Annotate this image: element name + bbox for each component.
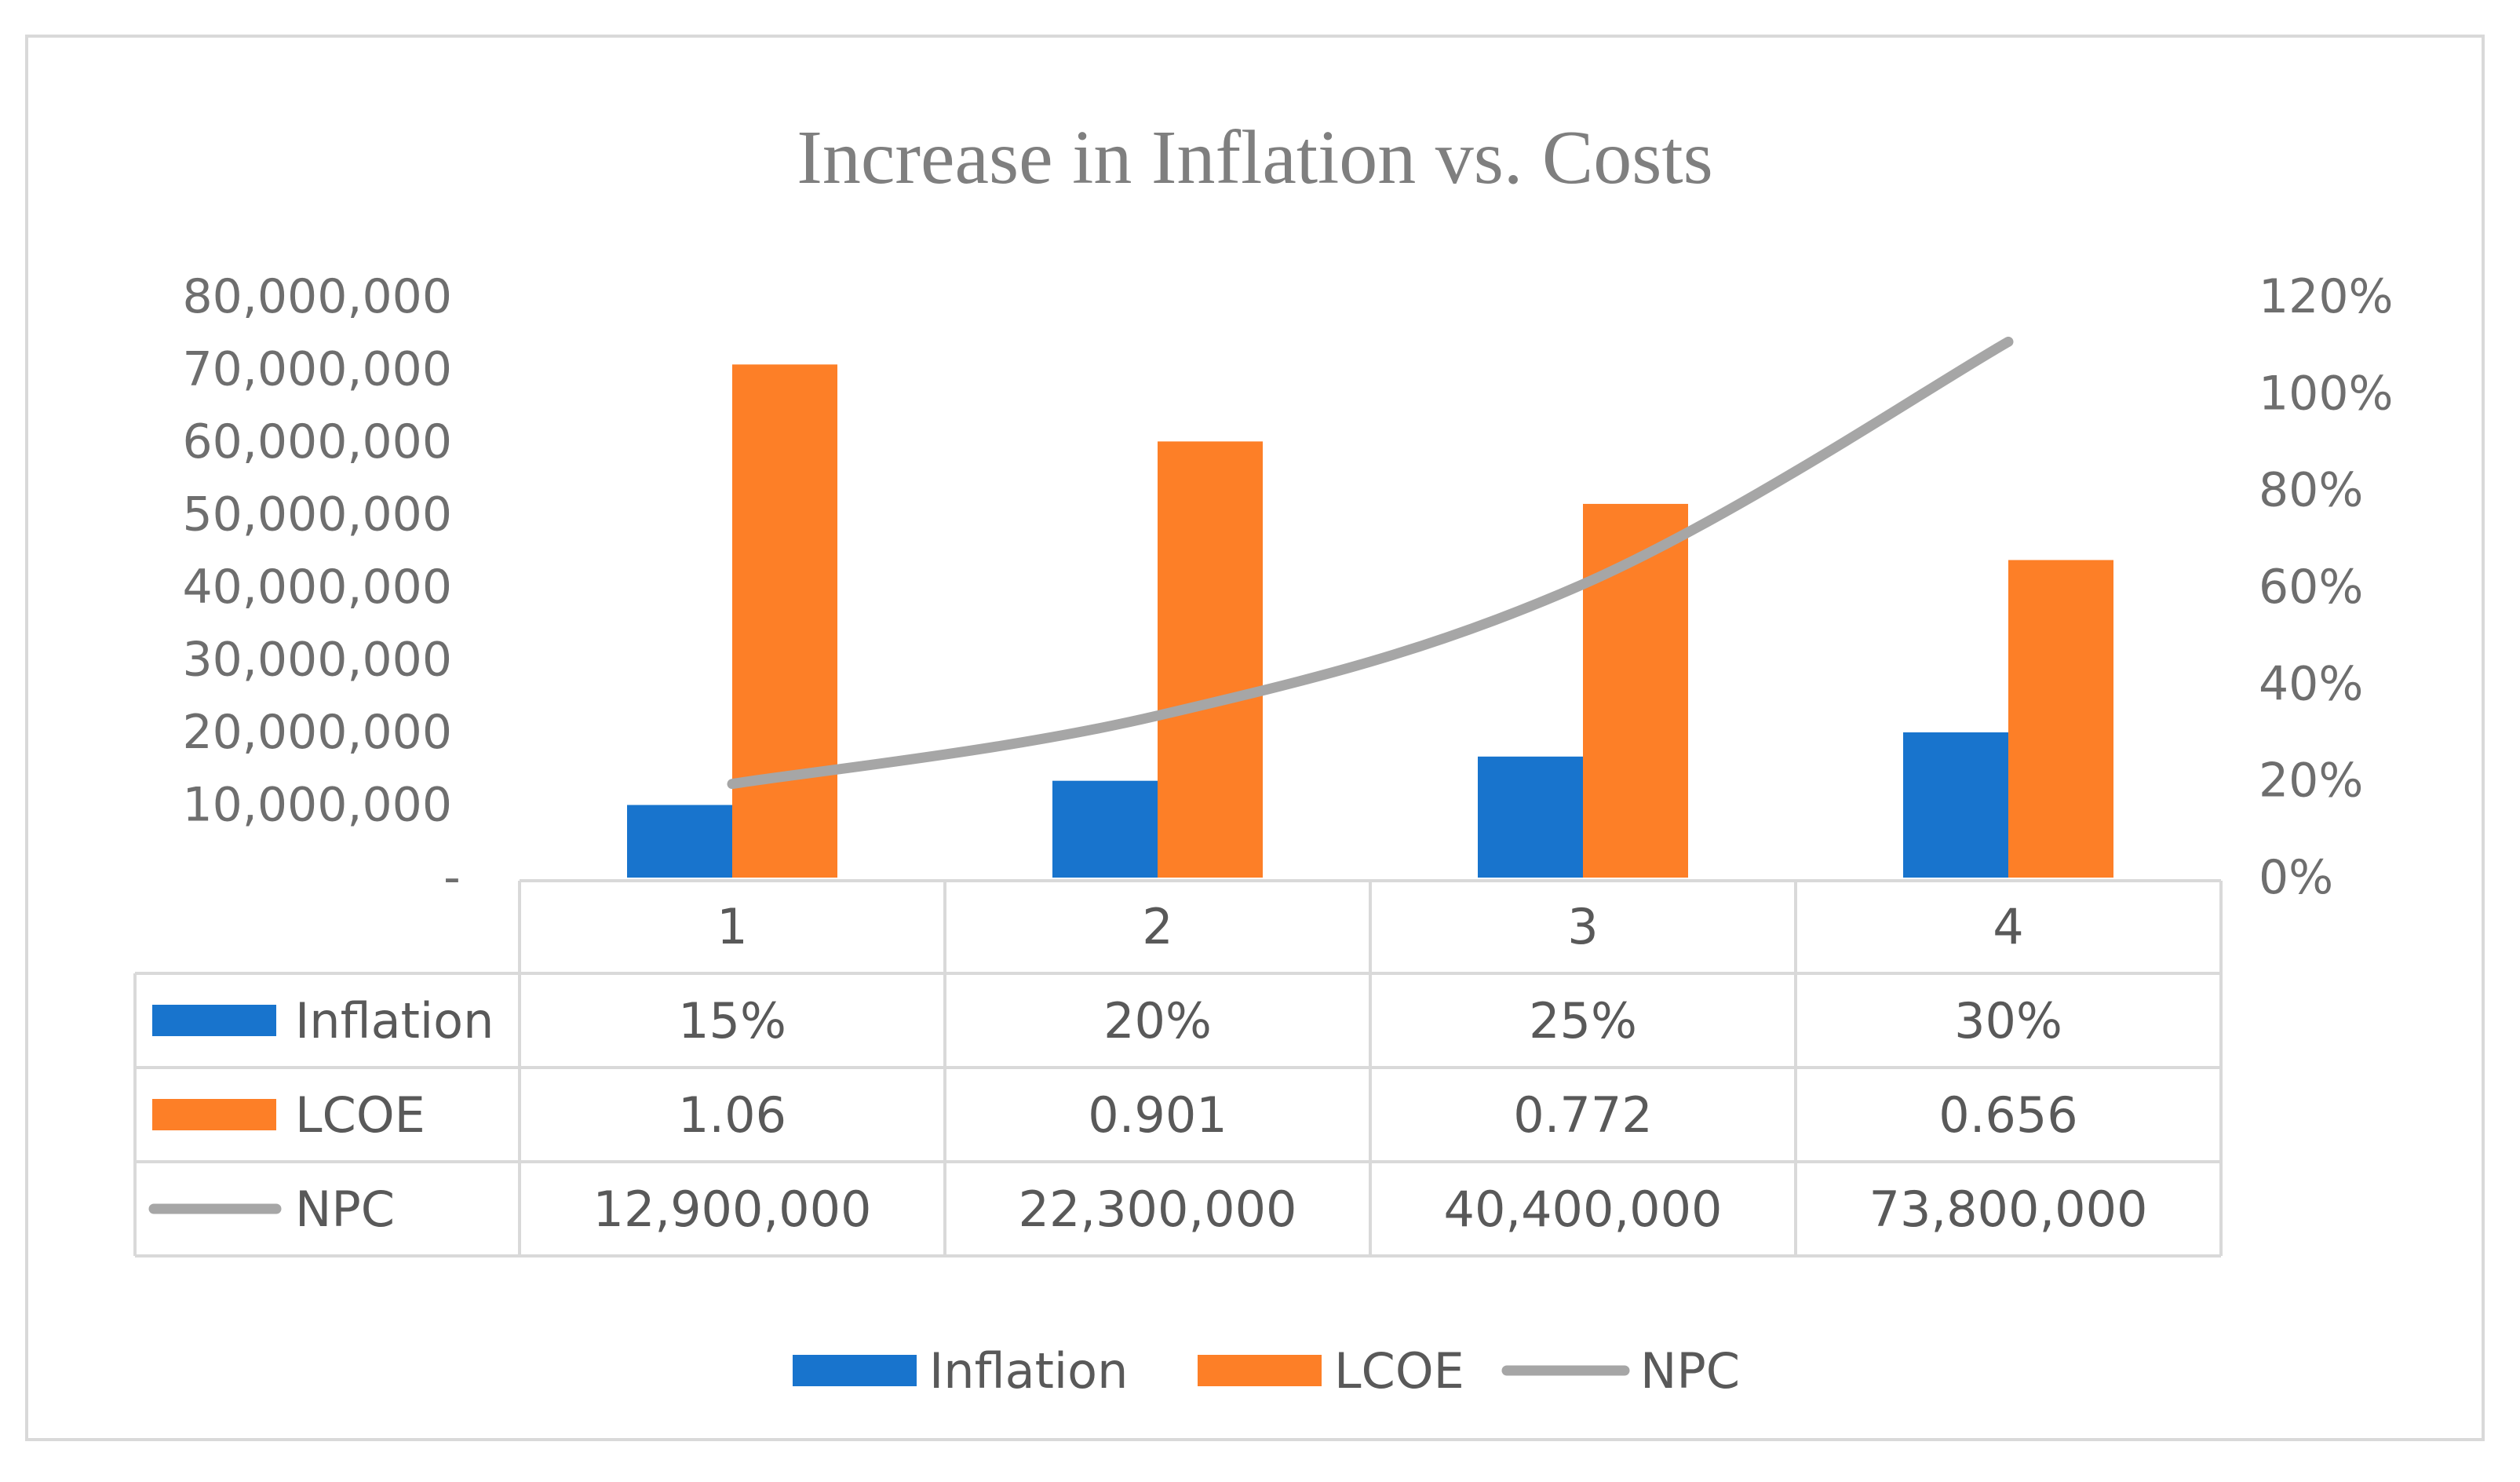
lcoe-bar xyxy=(1583,503,1688,878)
left-axis-tick-label: - xyxy=(443,850,461,905)
right-axis-tick-label: 100% xyxy=(2259,366,2394,421)
inflation-bar xyxy=(1903,732,2008,878)
chart-frame: Increase in Inflation vs. Costs - 10,000,… xyxy=(25,35,2485,1441)
right-axis-tick-label: 20% xyxy=(2259,754,2363,809)
bars xyxy=(627,364,2113,878)
lcoe-table-legend-key xyxy=(152,1099,276,1130)
lcoe-bar xyxy=(732,364,837,878)
npc-value: 40,400,000 xyxy=(1444,1181,1723,1238)
left-axis-tick-label: 10,000,000 xyxy=(182,778,452,833)
right-axis-tick-label: 40% xyxy=(2259,656,2363,711)
legend: Inflation LCOE NPC xyxy=(793,1342,1740,1400)
npc-value: 22,300,000 xyxy=(1019,1181,1297,1238)
lcoe-row-label: LCOE xyxy=(295,1086,425,1144)
lcoe-bar xyxy=(1158,441,1263,878)
chart-title: Increase in Inflation vs. Costs xyxy=(797,115,1713,200)
left-axis-tick-label: 80,000,000 xyxy=(182,269,452,324)
right-axis-tick-label: 60% xyxy=(2259,560,2363,615)
lcoe-value: 0.656 xyxy=(1938,1086,2078,1144)
category-label: 3 xyxy=(1567,898,1598,955)
npc-value: 73,800,000 xyxy=(1869,1181,2148,1238)
lcoe-value: 1.06 xyxy=(678,1086,786,1144)
npc-line xyxy=(727,336,2014,790)
inflation-bar xyxy=(1052,780,1158,878)
inflation-legend-key xyxy=(793,1355,917,1386)
inflation-value: 20% xyxy=(1103,992,1212,1049)
inflation-legend-label: Inflation xyxy=(929,1342,1128,1400)
inflation-table-legend-key xyxy=(152,1005,276,1036)
lcoe-legend-key xyxy=(1198,1355,1322,1386)
npc-row-label: NPC xyxy=(295,1181,395,1238)
chart: Increase in Inflation vs. Costs - 10,000,… xyxy=(133,115,2394,1400)
category-label: 2 xyxy=(1142,898,1172,955)
right-axis-tick-label: 80% xyxy=(2259,463,2363,518)
right-axis: 0% 20% 40% 60% 80% 100% 120% xyxy=(2259,269,2394,905)
data-table: 1 2 3 4 Inflation 15% 20% 25% 30% LCOE 1.06 0.901 0.… xyxy=(133,879,2223,1258)
inflation-value: 15% xyxy=(678,992,786,1049)
lcoe-value: 0.772 xyxy=(1513,1086,1653,1144)
lcoe-legend-label: LCOE xyxy=(1334,1342,1464,1400)
lcoe-bar xyxy=(2008,560,2113,878)
right-axis-tick-label: 120% xyxy=(2259,269,2394,324)
inflation-value: 30% xyxy=(1954,992,2062,1049)
category-label: 4 xyxy=(1993,898,2023,955)
left-axis-tick-label: 60,000,000 xyxy=(182,414,452,469)
lcoe-value: 0.901 xyxy=(1088,1086,1227,1144)
left-axis-tick-label: 70,000,000 xyxy=(182,342,452,397)
npc-value: 12,900,000 xyxy=(593,1181,872,1238)
inflation-bar xyxy=(1478,756,1583,878)
left-axis-tick-label: 40,000,000 xyxy=(182,560,452,615)
npc-line-group xyxy=(727,336,2014,790)
right-axis-tick-label: 0% xyxy=(2259,850,2333,905)
left-axis-tick-label: 30,000,000 xyxy=(182,633,452,688)
inflation-bar xyxy=(627,805,732,878)
npc-legend-label: NPC xyxy=(1640,1342,1740,1400)
left-axis-tick-label: 20,000,000 xyxy=(182,705,452,760)
left-axis-tick-label: 50,000,000 xyxy=(182,487,452,542)
category-label: 1 xyxy=(717,898,747,955)
left-axis: - 10,000,000 20,000,000 30,000,000 40,000,00… xyxy=(182,269,460,905)
inflation-row-label: Inflation xyxy=(295,992,494,1049)
inflation-value: 25% xyxy=(1529,992,1637,1049)
